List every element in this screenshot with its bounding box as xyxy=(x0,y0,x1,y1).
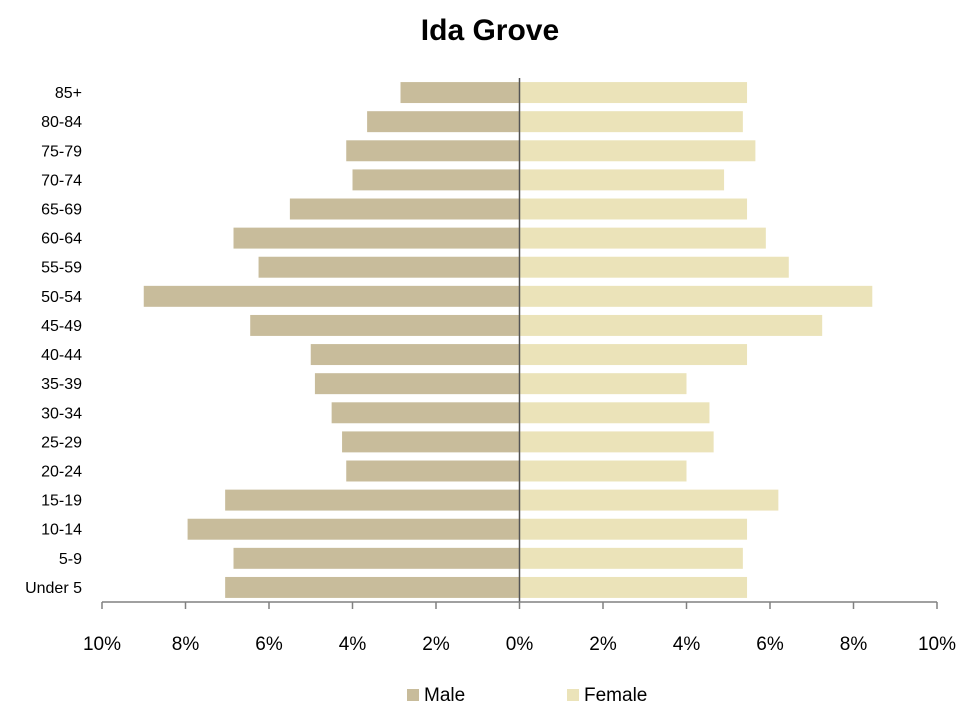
bar-female-30-34 xyxy=(519,402,710,424)
category-label: 50-54 xyxy=(41,289,82,306)
x-tick-label: 4% xyxy=(339,634,367,655)
legend: Male Female xyxy=(407,685,647,706)
category-label: 75-79 xyxy=(41,143,82,160)
bar-male-10-14 xyxy=(187,518,520,540)
bar-female-25-29 xyxy=(519,431,714,453)
bar-female-35-39 xyxy=(519,373,687,395)
category-label: 55-59 xyxy=(41,260,82,277)
legend-label-male: Male xyxy=(424,685,465,706)
bar-female-75-79 xyxy=(519,140,756,162)
category-label: 70-74 xyxy=(41,172,82,189)
category-label: 40-44 xyxy=(41,347,82,364)
bar-female-70-74 xyxy=(519,169,725,191)
x-tick-label: 2% xyxy=(589,634,617,655)
bar-female-40-44 xyxy=(519,344,748,366)
bar-male-under-5 xyxy=(225,576,520,598)
x-axis: 10% 8% 6% 4% 2% 0% 2% 4% 6% 8% 10% xyxy=(83,78,956,655)
x-tick-label: 0% xyxy=(506,634,534,655)
bar-male-70-74 xyxy=(352,169,520,191)
x-tick-label: 6% xyxy=(255,634,283,655)
x-tick-label: 8% xyxy=(172,634,200,655)
category-labels: Under 5 5-9 10-14 15-19 20-24 25-29 30-34 35-39… xyxy=(25,85,82,597)
bar-female-15-19 xyxy=(519,489,779,511)
x-tick-label: 10% xyxy=(918,634,956,655)
category-label: 45-49 xyxy=(41,318,82,335)
legend-swatch-female xyxy=(567,689,579,701)
bar-male-30-34 xyxy=(331,402,520,424)
bar-male-50-54 xyxy=(143,285,520,307)
category-label: 5-9 xyxy=(59,551,82,568)
bar-female-under-5 xyxy=(519,576,748,598)
category-label: 65-69 xyxy=(41,202,82,219)
bar-female-45-49 xyxy=(519,314,823,336)
chart-title: Ida Grove xyxy=(421,14,559,47)
bar-female-20-24 xyxy=(519,460,687,482)
bar-male-40-44 xyxy=(310,344,520,366)
x-tick-label: 10% xyxy=(83,634,121,655)
bar-female-50-54 xyxy=(519,285,873,307)
bar-male-55-59 xyxy=(258,256,520,278)
bar-male-35-39 xyxy=(314,373,520,395)
category-label: 60-64 xyxy=(41,231,82,248)
bar-male-20-24 xyxy=(346,460,520,482)
bar-female-60-64 xyxy=(519,227,766,249)
x-tick-label: 8% xyxy=(840,634,868,655)
bar-male-60-64 xyxy=(233,227,520,249)
bar-female-65-69 xyxy=(519,198,748,220)
category-label: 20-24 xyxy=(41,464,82,481)
bar-male-75-79 xyxy=(346,140,520,162)
category-label: 80-84 xyxy=(41,114,82,131)
bar-female-55-59 xyxy=(519,256,789,278)
bar-male-65-69 xyxy=(289,198,520,220)
legend-swatch-male xyxy=(407,689,419,701)
x-tick-label: 4% xyxy=(673,634,701,655)
bar-female-10-14 xyxy=(519,518,748,540)
bar-male-45-49 xyxy=(250,314,520,336)
legend-label-female: Female xyxy=(584,685,647,706)
bar-male-5-9 xyxy=(233,547,520,569)
category-label: Under 5 xyxy=(25,580,82,597)
bar-male-15-19 xyxy=(225,489,520,511)
x-tick-label: 2% xyxy=(422,634,450,655)
x-tick-label: 6% xyxy=(756,634,784,655)
bar-male-85+ xyxy=(400,82,520,104)
bar-male-80-84 xyxy=(367,111,520,133)
category-label: 85+ xyxy=(55,85,82,102)
bar-female-80-84 xyxy=(519,111,743,133)
category-label: 25-29 xyxy=(41,434,82,451)
bar-female-5-9 xyxy=(519,547,743,569)
bars-group xyxy=(143,82,873,598)
category-label: 35-39 xyxy=(41,376,82,393)
category-label: 10-14 xyxy=(41,522,82,539)
category-label: 15-19 xyxy=(41,493,82,510)
bar-male-25-29 xyxy=(342,431,520,453)
category-label: 30-34 xyxy=(41,405,82,422)
bar-female-85+ xyxy=(519,82,748,104)
